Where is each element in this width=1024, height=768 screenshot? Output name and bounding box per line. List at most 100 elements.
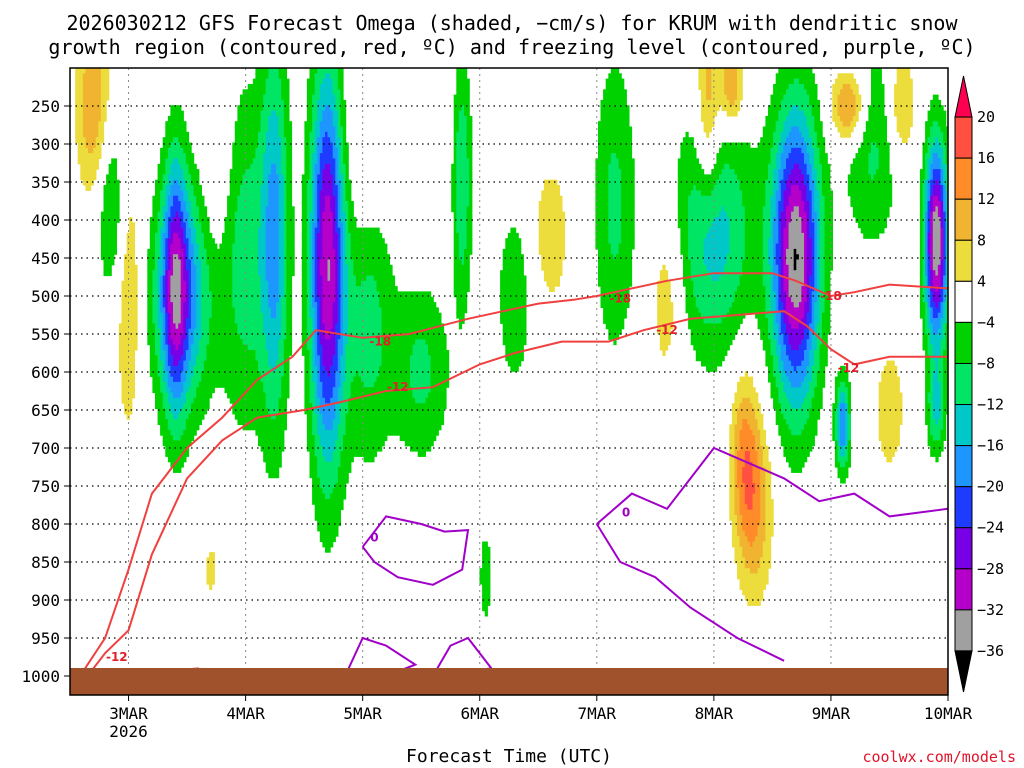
omega-cell — [268, 403, 272, 410]
omega-cell — [325, 514, 329, 521]
omega-cell — [260, 365, 264, 372]
omega-cell — [201, 371, 205, 378]
omega-cell — [191, 254, 195, 261]
omega-cell — [216, 248, 220, 255]
omega-cell — [211, 557, 215, 564]
omega-cell — [245, 126, 249, 133]
omega-cell — [196, 365, 200, 372]
omega-cell — [273, 126, 277, 133]
omega-cell — [185, 275, 190, 282]
omega-cell — [203, 275, 208, 282]
omega-cell — [322, 84, 326, 90]
omega-cell — [276, 302, 280, 308]
omega-cell — [149, 312, 153, 319]
omega-cell — [309, 376, 313, 383]
omega-cell — [301, 185, 305, 191]
omega-cell — [167, 211, 172, 218]
omega-cell — [111, 211, 115, 218]
omega-cell — [247, 185, 251, 191]
omega-cell — [260, 211, 264, 218]
omega-cell — [203, 227, 208, 234]
omega-cell — [322, 530, 326, 537]
omega-cell — [270, 312, 275, 319]
omega-cell — [175, 381, 179, 388]
omega-cell — [247, 99, 251, 106]
omega-cell — [325, 483, 329, 489]
omega-cell — [234, 254, 238, 261]
omega-cell — [335, 169, 339, 175]
omega-cell — [232, 259, 236, 266]
omega-cell — [245, 195, 249, 202]
omega-cell — [255, 302, 259, 308]
omega-cell — [317, 105, 321, 112]
omega-cell — [337, 195, 341, 202]
omega-cell — [82, 137, 87, 144]
omega-cell — [286, 227, 290, 234]
omega-cell — [75, 131, 79, 138]
omega-cell — [157, 392, 161, 399]
omega-cell — [106, 174, 110, 181]
omega-cell — [260, 169, 264, 175]
omega-cell — [100, 232, 105, 239]
omega-cell — [165, 195, 169, 202]
omega-cell — [252, 158, 257, 165]
omega-cell — [216, 344, 220, 351]
omega-cell — [273, 259, 277, 266]
omega-cell — [149, 334, 153, 340]
omega-cell — [312, 387, 316, 394]
omega-cell — [100, 131, 105, 138]
omega-cell — [178, 217, 182, 223]
omega-cell — [317, 190, 321, 197]
omega-cell — [203, 286, 208, 292]
omega-cell — [155, 179, 159, 186]
omega-cell — [188, 248, 192, 255]
omega-cell — [337, 147, 341, 154]
omega-cell — [278, 413, 282, 420]
omega-cell — [237, 137, 241, 144]
omega-cell — [309, 185, 313, 191]
omega-cell — [340, 498, 344, 505]
omega-cell — [335, 185, 339, 191]
omega-cell — [288, 190, 293, 197]
omega-cell — [312, 350, 316, 356]
omega-cell — [85, 147, 89, 154]
omega-cell — [258, 344, 262, 351]
omega-cell — [291, 238, 295, 245]
omega-cell — [332, 137, 336, 144]
omega-cell — [335, 530, 339, 537]
omega-cell — [270, 302, 275, 308]
omega-cell — [165, 328, 169, 335]
omega-cell — [260, 105, 264, 112]
omega-cell — [327, 121, 331, 128]
omega-cell — [240, 291, 244, 298]
omega-cell — [242, 201, 246, 207]
omega-cell — [263, 302, 267, 308]
omega-cell — [201, 339, 205, 346]
omega-cell — [306, 110, 311, 117]
omega-cell — [258, 392, 262, 399]
omega-cell — [322, 477, 326, 484]
omega-cell — [229, 365, 233, 372]
omega-cell — [301, 286, 305, 292]
omega-cell — [193, 201, 197, 207]
omega-cell — [263, 126, 267, 133]
omega-cell — [337, 387, 341, 394]
omega-cell — [170, 302, 174, 308]
omega-cell — [160, 328, 164, 335]
omega-cell — [149, 264, 153, 271]
omega-cell — [247, 413, 251, 420]
omega-cell — [152, 275, 156, 282]
omega-cell — [283, 312, 287, 319]
omega-cell — [250, 408, 254, 415]
omega-cell — [335, 498, 339, 505]
omega-cell — [178, 142, 182, 149]
omega-cell — [276, 206, 280, 213]
omega-cell — [152, 222, 156, 229]
omega-cell — [90, 84, 94, 90]
omega-cell — [180, 355, 184, 362]
omega-cell — [309, 68, 313, 74]
omega-cell — [330, 131, 334, 138]
omega-cell — [276, 440, 280, 447]
omega-cell — [149, 371, 153, 378]
omega-cell — [312, 201, 316, 207]
